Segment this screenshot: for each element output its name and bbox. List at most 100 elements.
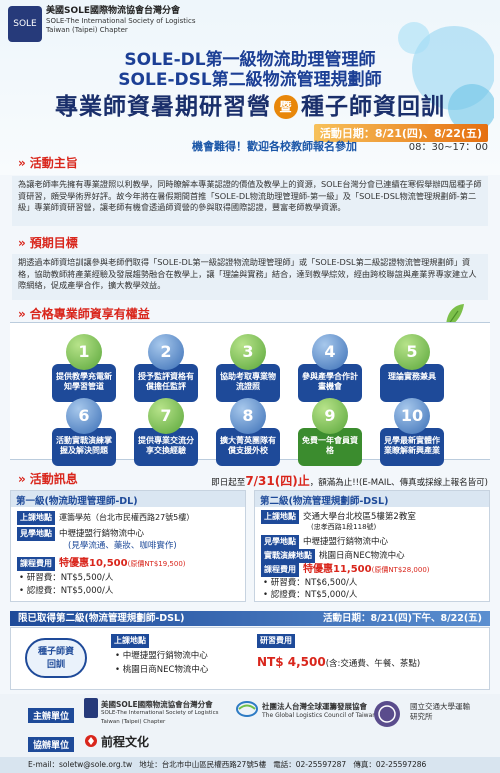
coop-name: 前程文化 (101, 735, 150, 749)
chevron-right-icon: » (18, 472, 26, 486)
level1-fee-item2: • 認證費：NT$5,000/人 (19, 586, 114, 596)
chevron-right-icon: » (18, 156, 26, 170)
benefit-label: 授予監評資格有償擔任監評 (134, 364, 198, 402)
level1-fee-special: 特優惠10,500 (59, 558, 128, 569)
benefit-number: 5 (394, 334, 430, 370)
retrain-badge: 種子師資回訓 (25, 638, 87, 678)
sponsors-panel (0, 694, 500, 757)
retrain-date: 活動日期：8/21(四)下午、8/22(五) (323, 613, 482, 624)
chevron-right-icon: » (18, 307, 26, 321)
section-purpose-title: » 活動主旨 (18, 156, 78, 170)
org-name-en2: Taiwan (Taipei) Chapter (46, 26, 128, 34)
host1-zh: 美國SOLE國際物流協會台灣分會 (101, 700, 213, 709)
coop-label: 協辦單位 (28, 737, 75, 752)
benefit-item: 9 免費一年會員資格 (298, 398, 362, 466)
benefit-label: 理論實務兼具 (380, 364, 444, 402)
benefit-label: 提供專業交流分享交換經驗 (134, 428, 198, 466)
section-activity-title: » 活動訊息 (18, 472, 78, 486)
main-title-a: 專業師資暑期研習營 (55, 94, 271, 120)
benefit-item: 6 活動實戰演練掌握及解決問題 (52, 398, 116, 466)
glc-logo-icon (236, 701, 258, 717)
benefit-number: 1 (66, 334, 102, 370)
org-name-zh: 美國SOLE國際物流協會台灣分會 (46, 6, 181, 16)
footer-email[interactable]: E-mail：soletw@sole.org.tw (28, 760, 133, 769)
footer-fax: 傳真：02-25597286 (353, 760, 427, 769)
level2-venue: 交通大學台北校區5樓第2教室 (303, 512, 416, 522)
nctu-logo-icon (374, 701, 400, 727)
retrain-box: 種子師資回訓 上課地點 • 中壢捷盟行銷物流中心 • 桃園日商NEC物流中心 研… (10, 627, 490, 690)
welcome-text: 機會難得！歡迎各校教師報名參加 (192, 140, 357, 153)
visit-tag: 見學地點 (261, 535, 299, 549)
host1-en: SOLE-The International Society of Logist… (101, 710, 219, 725)
host-label: 主辦單位 (28, 708, 75, 723)
level1-venue: 運籌學苑（台北市民權西路27號5樓） (59, 513, 195, 522)
level1-box: 第一級(物流助理管理師-DL) 上課地點 運籌學苑（台北市民權西路27號5樓） 見… (10, 490, 246, 602)
retrain-fee-tag: 研習費用 (257, 634, 295, 648)
level2-fee-item1: • 研習費：NT$6,500/人 (263, 578, 358, 588)
footer-phone: 電話：02-25597287 (273, 760, 347, 769)
host2-en: The Global Logistics Council of Taiwan (262, 712, 377, 719)
venue-tag: 上課地點 (261, 510, 299, 524)
deadline-date: 7/31(四)止 (245, 474, 310, 488)
fee-tag: 課程費用 (17, 557, 55, 571)
level1-visit1: 中壢捷盟行銷物流中心 (59, 529, 145, 539)
benefit-item: 2 授予監評資格有償擔任監評 (134, 334, 198, 402)
benefit-label: 協助考取專業物流證照 (216, 364, 280, 402)
benefit-label: 擴大菁英團隊有償支援外校 (216, 428, 280, 466)
main-title-b: 種子師資回訓 (301, 94, 445, 120)
benefit-item: 5 理論實務兼具 (380, 334, 444, 402)
retrain-fee: NT$ 4,500 (257, 655, 326, 669)
benefit-number: 3 (230, 334, 266, 370)
level2-practice: 桃園日商NEC物流中心 (319, 551, 405, 561)
benefit-number: 4 (312, 334, 348, 370)
host3: 國立交通大學運輸研究所 (410, 702, 470, 721)
section-benefits-title: » 合格專業師資享有權益 (18, 307, 150, 321)
benefit-number: 2 (148, 334, 184, 370)
footer-address: 地址：台北市中山區民權西路27號5樓 (139, 760, 267, 769)
level2-fee-item2: • 認證費：NT$5,000/人 (263, 590, 358, 600)
purpose-text: 為讓老師率先擁有專業證照以利教學，同時瞭解本專業認證的價值及教學上的資源，SOL… (12, 176, 488, 226)
benefit-number: 9 (312, 398, 348, 434)
level1-fee-item1: • 研習費：NT$5,500/人 (19, 573, 114, 583)
host2: 社團法人台灣全球運籌發展協會 The Global Logistics Coun… (262, 702, 376, 720)
benefit-label: 見學最新實體作業瞭解新興產業 (380, 428, 444, 466)
visit-tag: 見學地點 (17, 527, 55, 541)
retrain-title-bar: 限已取得第二級(物流管理規劃師-DSL) 活動日期：8/21(四)下午、8/22… (10, 611, 490, 626)
sole-logo-small (84, 698, 98, 718)
section-goal-title: » 預期目標 (18, 236, 78, 250)
goal-text: 期透過本師資培訓讓參與老師們取得「SOLE-DL第一級認證物流助理管理師」或「S… (12, 254, 488, 300)
decorative-bubbles (398, 22, 494, 138)
sole-logo: SOLE (8, 6, 42, 42)
deadline: 即日起至7/31(四)止，額滿為止!!(E-MAIL、傳真或採線上報名皆可) (211, 472, 488, 489)
footer: E-mail：soletw@sole.org.tw 地址：台北市中山區民權西路2… (0, 757, 500, 773)
level2-fee-special: 特優惠11,500 (303, 564, 372, 575)
level1-visit2: (見學流通、藥妝、咖啡實作) (68, 541, 177, 551)
main-title: 專業師資暑期研習營暨種子師資回訓 (0, 92, 500, 122)
benefit-item: 1 提供教學充電新知學習管道 (52, 334, 116, 402)
retrain-fee-note: (含:交通費、午餐、茶點) (325, 659, 421, 669)
benefit-item: 3 協助考取專業物流證照 (216, 334, 280, 402)
chevron-right-icon: » (18, 236, 26, 250)
event-date: 活動日期：8/21(四)、8/22(五) (313, 124, 488, 142)
level1-title: 第一級(物流助理管理師-DL) (11, 491, 245, 507)
practice-tag: 實戰演練地點 (261, 549, 315, 563)
level2-fee-original: (原價NT$28,000) (371, 566, 430, 574)
retrain-venue1: • 中壢捷盟行銷物流中心 (115, 651, 208, 661)
venue-tag: 上課地點 (17, 511, 55, 525)
retrain-venue-tag: 上課地點 (111, 634, 149, 648)
benefit-label: 提供教學充電新知學習管道 (52, 364, 116, 402)
benefit-label: 免費一年會員資格 (298, 428, 362, 466)
retrain-venue2: • 桃園日商NEC物流中心 (115, 665, 209, 675)
coop-logo-icon (85, 735, 97, 747)
benefit-number: 7 (148, 398, 184, 434)
org-name: 美國SOLE國際物流協會台灣分會 SOLE-The International … (46, 6, 196, 35)
benefit-item: 4 參與產學合作計畫機會 (298, 334, 362, 402)
deadline-suffix: ，額滿為止!!(E-MAIL、傳真或採線上報名皆可) (309, 478, 488, 488)
title-line1: SOLE-DL第一級物流助理管理師 (124, 50, 376, 70)
benefit-label: 活動實戰演練掌握及解決問題 (52, 428, 116, 466)
benefit-number: 10 (394, 398, 430, 434)
deadline-prefix: 即日起至 (211, 478, 246, 488)
benefit-item: 10 見學最新實體作業瞭解新興產業 (380, 398, 444, 466)
benefit-number: 8 (230, 398, 266, 434)
level2-venue-note: (忠孝西路1段118號) (311, 523, 377, 531)
